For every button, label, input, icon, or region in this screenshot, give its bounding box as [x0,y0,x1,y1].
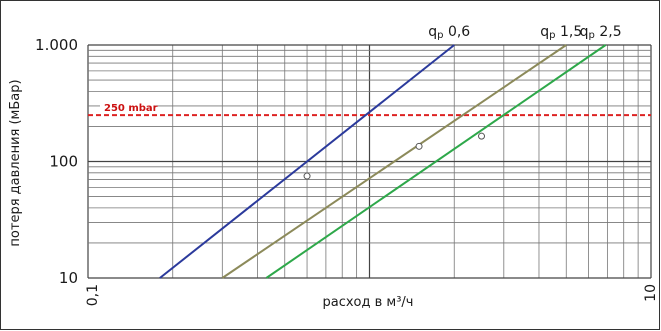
series-label: qp 2,5 [580,24,622,41]
reference-line-group: 250 mbar [88,101,651,117]
series-line [265,44,607,279]
reference-label: 250 mbar [104,103,158,114]
series-label: qp 0,6 [428,24,470,41]
series-line [159,44,455,279]
series-marker [303,172,311,180]
grid [87,44,652,279]
y-tick-label: 100 [49,153,78,171]
labels: 10 100 1.000 0,1 10 qp 0,6 qp 1,5qp 2,5 [35,24,659,306]
y-tick-label: 10 [59,269,78,287]
reference-label-background [100,101,154,114]
series-lines [159,44,607,279]
series-line [221,44,567,279]
series-marker [478,132,486,140]
x-axis-title: расход в м³/ч [322,295,413,310]
series-markers [303,132,486,180]
x-tick-label: 0,1 [85,284,101,306]
y-axis-title: потеря давления (мБар) [8,79,23,246]
x-tick-label: 10 [643,284,659,302]
series-label: qp 1,5 [540,24,582,41]
series-marker [415,142,423,150]
y-tick-label: 1.000 [35,36,78,54]
